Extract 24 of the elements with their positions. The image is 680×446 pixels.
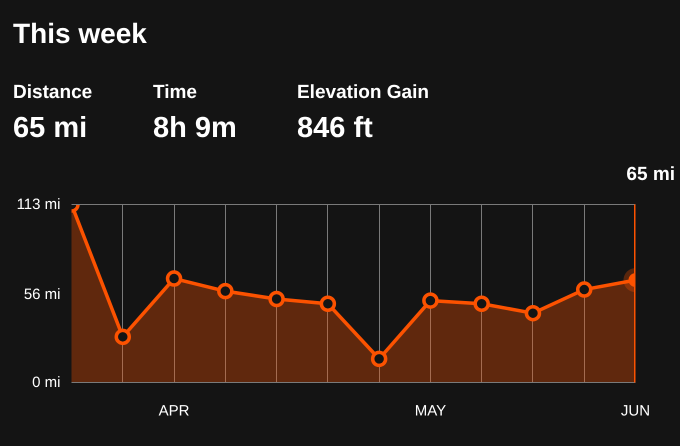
point xyxy=(320,296,336,312)
y-tick-label: 113 mi xyxy=(16,196,61,213)
point xyxy=(114,328,132,346)
point xyxy=(524,304,542,322)
text: 846 ft xyxy=(297,112,373,145)
y-tick-label: 56 mi xyxy=(24,286,61,303)
text: 8h 9m xyxy=(153,112,237,145)
text: 65 mi xyxy=(626,164,675,186)
point xyxy=(576,281,592,298)
text: 65 mi xyxy=(13,112,88,145)
text: Time xyxy=(153,82,198,104)
x-tick-label: APR xyxy=(158,402,190,420)
point xyxy=(473,296,490,312)
chart-title: This week xyxy=(13,18,147,50)
point xyxy=(166,270,182,287)
x-tick-label: MAY xyxy=(414,402,446,420)
y-tick-label: 0 mi xyxy=(32,374,61,391)
point xyxy=(422,292,439,309)
point xyxy=(217,282,234,300)
text: Elevation Gain xyxy=(297,82,429,104)
x-tick-label: JUN xyxy=(620,402,650,420)
point xyxy=(370,350,388,368)
point xyxy=(268,290,285,308)
text: Distance xyxy=(13,82,92,104)
